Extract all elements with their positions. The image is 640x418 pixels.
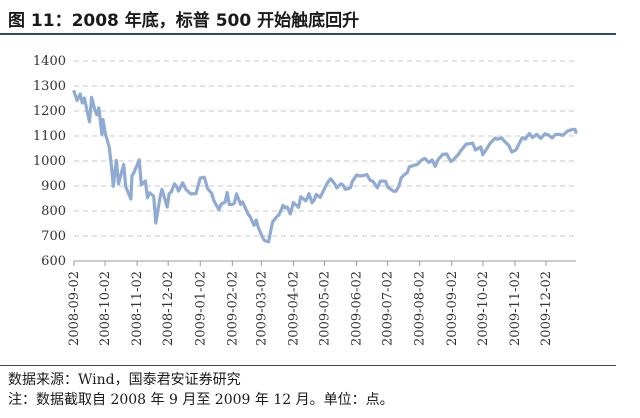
y-tick-label: 1000 <box>33 154 66 169</box>
x-tick-label: 2009-09-02 <box>445 271 460 346</box>
title-divider <box>0 33 616 35</box>
x-tick-label: 2009-07-02 <box>381 271 396 346</box>
x-tick-label: 2008-10-02 <box>98 271 113 346</box>
x-tick-label: 2009-06-02 <box>350 271 365 346</box>
x-tick-label: 2009-11-02 <box>508 271 523 346</box>
figure-title: 图 11：2008 年底，标普 500 开始触底回升 <box>8 11 360 31</box>
y-tick-label: 1200 <box>33 104 66 119</box>
x-tick-label: 2008-12-02 <box>161 271 176 346</box>
y-tick-label: 1400 <box>33 54 66 69</box>
source-note: 数据来源：Wind，国泰君安证券研究 <box>8 372 241 388</box>
y-tick-label: 1300 <box>33 79 66 94</box>
footer-divider <box>0 365 616 366</box>
y-tick-label: 1100 <box>33 129 66 144</box>
x-tick-label: 2008-09-02 <box>67 271 82 346</box>
x-tick-label: 2009-03-02 <box>254 271 269 346</box>
y-tick-label: 800 <box>41 204 66 219</box>
axes <box>73 260 576 266</box>
x-tick-label: 2009-04-02 <box>286 271 301 346</box>
figure-header: 图 11：2008 年底，标普 500 开始触底回升 <box>0 0 616 35</box>
x-tick-label: 2009-01-02 <box>193 271 208 346</box>
x-tick-label: 2009-10-02 <box>476 271 491 346</box>
series-line-0 <box>72 89 578 244</box>
x-tick-label: 2009-05-02 <box>317 271 332 346</box>
y-tick-label: 900 <box>41 179 66 194</box>
remark-note: 注：数据截取自 2008 年 9 月至 2009 年 12 月。单位：点。 <box>8 392 394 408</box>
y-tick-label: 600 <box>41 254 66 269</box>
y-tick-labels: 600 700 800 900 1000 1100 1200 1300 1400 <box>33 54 66 269</box>
x-tick-label: 2009-02-02 <box>225 271 240 346</box>
grid-lines <box>74 60 576 237</box>
y-tick-label: 700 <box>41 229 66 244</box>
line-chart: 600 700 800 900 1000 1100 1200 1300 1400 2008-09… <box>33 54 578 346</box>
x-tick-label: 2009-12-02 <box>539 271 554 346</box>
x-tick-label: 2009-08-02 <box>413 271 428 346</box>
series-layer <box>72 89 578 244</box>
x-tick-labels: 2008-09-02 2008-10-02 2008-11-02 2008-12-02… <box>67 271 554 346</box>
x-tick-label: 2008-11-02 <box>130 271 145 346</box>
